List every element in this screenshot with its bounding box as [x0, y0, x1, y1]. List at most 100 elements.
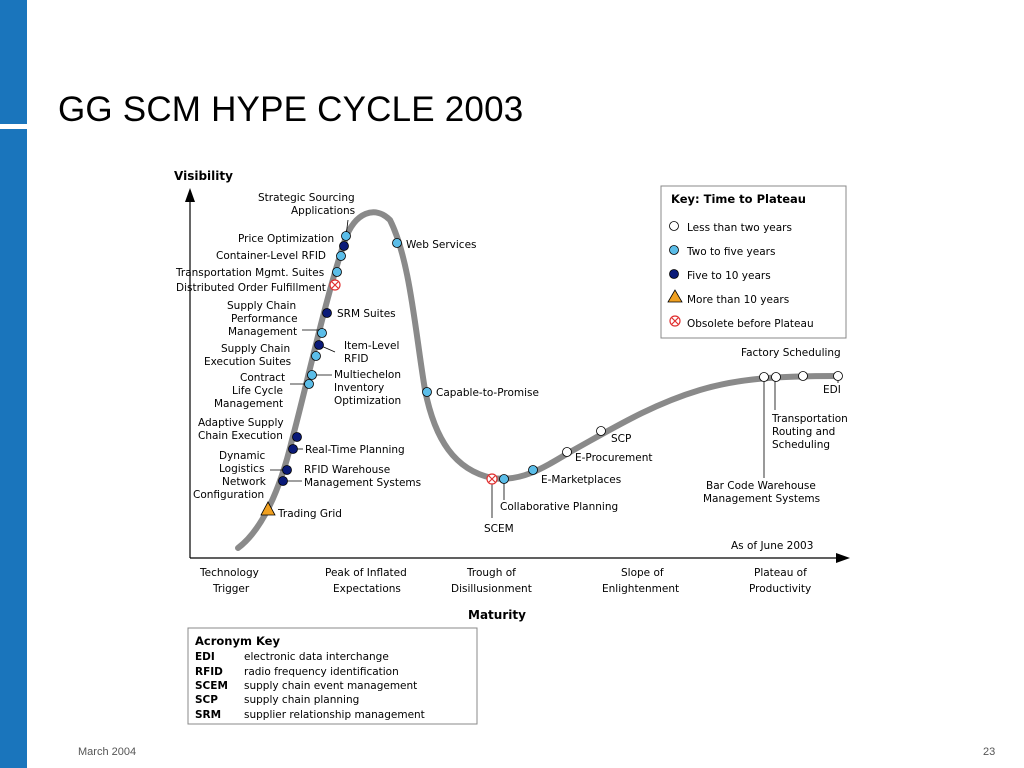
label-adaptive-1: Adaptive Supply [198, 417, 284, 429]
key-item-4: More than 10 years [687, 294, 789, 306]
as-of-note: As of June 2003 [731, 540, 813, 552]
marker-web-services [392, 238, 402, 248]
label-dynamic-1: Dynamic [219, 450, 266, 462]
marker-adaptive-supply [292, 432, 302, 442]
phase-2-line2: Expectations [333, 583, 401, 595]
acronym-abbr-3: SCEM [195, 680, 228, 692]
label-item-rfid-1: Item-Level [344, 340, 399, 352]
label-emarket: E-Marketplaces [541, 474, 621, 486]
hype-curve [235, 209, 841, 551]
acronym-text-4: supply chain planning [244, 694, 359, 706]
label-scp: SCP [611, 433, 631, 445]
x-mark-icon [331, 281, 339, 289]
key-dark-blue-circle-icon [669, 269, 679, 279]
marker-scp-performance [317, 328, 327, 338]
acronym-text-1: electronic data interchange [244, 651, 389, 663]
label-dynamic-3: Network [222, 476, 267, 488]
label-contract-3: Management [214, 398, 283, 410]
label-scp-perf-3: Management [228, 326, 297, 338]
label-multi-3: Optimization [334, 395, 401, 407]
phase-labels: Technology Trigger Peak of Inflated Expe… [199, 567, 811, 595]
phase-5-line1: Plateau of [754, 567, 807, 579]
acronym-abbr-2: RFID [195, 666, 223, 678]
page-number: 23 [983, 746, 996, 758]
marker-execution-suites [311, 351, 321, 361]
phase-1-line2: Trigger [212, 583, 250, 595]
marker-collaborative-planning [499, 474, 509, 484]
phase-3-line2: Disillusionment [451, 583, 532, 595]
label-dynamic-4: Configuration [193, 489, 264, 501]
plateau-labels: Factory Scheduling EDI Transportation Ro… [703, 347, 848, 505]
label-collab: Collaborative Planning [500, 501, 618, 513]
acronym-text-3: supply chain event management [244, 680, 417, 692]
label-scp-perf-1: Supply Chain [227, 300, 296, 312]
label-trans-1: Transportation [771, 413, 848, 425]
marker-strategic-sourcing [341, 231, 351, 241]
acronym-text-2: radio frequency identification [244, 666, 399, 678]
marker-realtime-planning [288, 444, 298, 454]
marker-dynamic-logistics [282, 465, 292, 475]
key-item-5: Obsolete before Plateau [687, 318, 814, 330]
label-rfid-wms-2: Management Systems [304, 477, 421, 489]
marker-e-marketplaces [528, 465, 538, 475]
label-adaptive-2: Chain Execution [198, 430, 283, 442]
y-axis-label: Visibility [174, 169, 233, 183]
marker-scp [596, 426, 606, 436]
marker-edi [833, 371, 843, 381]
marker-rfid-warehouse [278, 476, 288, 486]
marker-item-rfid [314, 340, 324, 350]
label-trading-grid: Trading Grid [277, 508, 342, 520]
key-box: Key: Time to Plateau Less than two years… [660, 185, 847, 339]
marker-transportation-mgmt [332, 267, 342, 277]
label-scem: SCEM [484, 523, 514, 535]
marker-price-optimization [339, 241, 349, 251]
x-axis-label: Maturity [468, 608, 526, 622]
phase-5-line2: Productivity [749, 583, 811, 595]
label-trans-2: Routing and [772, 426, 835, 438]
phase-3-line1: Trough of [466, 567, 516, 579]
label-scp-perf-2: Performance [231, 313, 298, 325]
marker-srm-suites [322, 308, 332, 318]
key-orange-triangle-icon [667, 289, 683, 303]
marker-container-rfid [336, 251, 346, 261]
phase-1-line1: Technology [199, 567, 259, 579]
label-distributed-order: Distributed Order Fulfillment [176, 282, 326, 294]
x-axis-arrow-icon [836, 553, 850, 563]
label-strategic-sourcing-2: Applications [291, 205, 355, 217]
key-item-3: Five to 10 years [687, 270, 771, 282]
key-light-blue-circle-icon [669, 245, 679, 255]
slide-title: GG SCM HYPE CYCLE 2003 [58, 90, 524, 129]
marker-bar-code-wms [759, 372, 769, 382]
label-multi-2: Inventory [334, 382, 384, 394]
label-transportation-mgmt: Transportation Mgmt. Suites [175, 267, 324, 279]
marker-contract-lifecycle [304, 379, 314, 389]
label-item-rfid-2: RFID [344, 353, 369, 365]
label-web-services: Web Services [406, 239, 477, 251]
label-capable: Capable-to-Promise [436, 387, 539, 399]
label-exec-2: Execution Suites [204, 356, 291, 368]
phase-2-line1: Peak of Inflated [325, 567, 407, 579]
markers [278, 231, 843, 486]
label-strategic-sourcing-1: Strategic Sourcing [258, 192, 355, 204]
accent-notch [0, 124, 27, 129]
phase-4-line2: Enlightenment [602, 583, 679, 595]
footer-date: March 2004 [78, 746, 137, 758]
acronym-key-box: Acronym Key EDI electronic data intercha… [187, 627, 478, 725]
label-barcode-2: Management Systems [703, 493, 820, 505]
label-rfid-wms-1: RFID Warehouse [304, 464, 390, 476]
key-item-1: Less than two years [687, 222, 792, 234]
phase-4-line1: Slope of [621, 567, 664, 579]
label-contract-1: Contract [240, 372, 285, 384]
middle-labels: SRM Suites Item-Level RFID Multiechelon … [304, 239, 653, 535]
obsolete-markers [329, 279, 498, 485]
key-title: Key: Time to Plateau [671, 192, 806, 206]
y-axis-arrow-icon [185, 188, 195, 202]
label-edi: EDI [823, 384, 841, 396]
label-eproc: E-Procurement [575, 452, 653, 464]
key-white-circle-icon [669, 221, 679, 231]
marker-e-procurement [562, 447, 572, 457]
label-contract-2: Life Cycle [232, 385, 283, 397]
acronym-title: Acronym Key [195, 634, 280, 648]
label-container-rfid: Container-Level RFID [216, 250, 326, 262]
